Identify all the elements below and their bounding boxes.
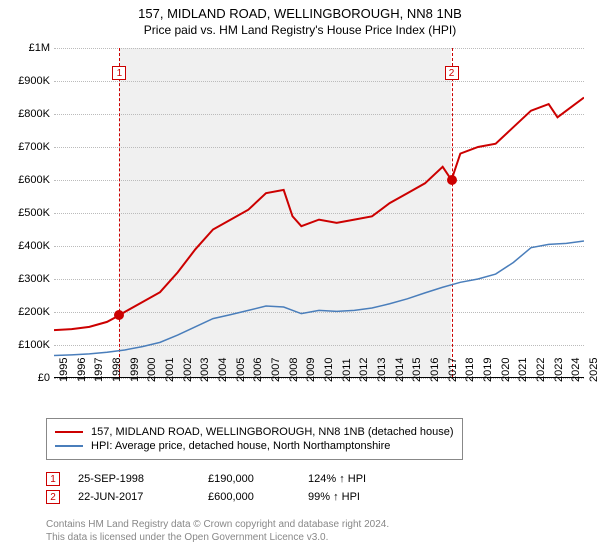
x-axis-label: 2015 — [411, 358, 423, 382]
x-axis-label: 2024 — [570, 358, 582, 382]
x-axis-label: 2014 — [394, 358, 406, 382]
x-axis-label: 2007 — [270, 358, 282, 382]
legend-item: 157, MIDLAND ROAD, WELLINGBOROUGH, NN8 1… — [55, 426, 454, 438]
x-axis-label: 2002 — [182, 358, 194, 382]
footer-attribution: Contains HM Land Registry data © Crown c… — [46, 518, 389, 544]
x-axis-label: 1995 — [58, 358, 70, 382]
legend-label: 157, MIDLAND ROAD, WELLINGBOROUGH, NN8 1… — [91, 426, 454, 438]
chart-plot-area: 12 £0£100K£200K£300K£400K£500K£600K£700K… — [54, 48, 584, 378]
sale-event-date: 22-JUN-2017 — [78, 491, 208, 503]
y-axis-label: £100K — [18, 339, 50, 351]
sale-event-price: £600,000 — [208, 491, 308, 503]
x-axis-label: 2006 — [252, 358, 264, 382]
sale-event-row: 2 22-JUN-2017£600,00099% ↑ HPI — [46, 490, 388, 504]
y-axis-label: £400K — [18, 240, 50, 252]
sale-events-table: 1 25-SEP-1998£190,000124% ↑ HPI 2 22-JUN-20… — [46, 468, 388, 508]
y-axis-label: £600K — [18, 174, 50, 186]
y-axis-label: £300K — [18, 273, 50, 285]
x-axis-label: 1996 — [76, 358, 88, 382]
x-axis-label: 2021 — [517, 358, 529, 382]
y-axis-label: £500K — [18, 207, 50, 219]
x-axis-label: 2018 — [464, 358, 476, 382]
footer-line1: Contains HM Land Registry data © Crown c… — [46, 518, 389, 531]
x-axis-label: 1998 — [111, 358, 123, 382]
y-axis-label: £1M — [29, 42, 50, 54]
legend-swatch — [55, 431, 83, 433]
x-axis-label: 2004 — [217, 358, 229, 382]
series-line-price_paid — [54, 98, 584, 331]
y-axis-label: £700K — [18, 141, 50, 153]
legend-label: HPI: Average price, detached house, Nort… — [91, 440, 390, 452]
x-axis-label: 2008 — [288, 358, 300, 382]
x-axis-label: 2022 — [535, 358, 547, 382]
x-axis-label: 2011 — [341, 358, 353, 382]
x-axis-label: 2020 — [500, 358, 512, 382]
legend-item: HPI: Average price, detached house, Nort… — [55, 440, 454, 452]
x-axis-label: 2001 — [164, 358, 176, 382]
chart-container: 157, MIDLAND ROAD, WELLINGBOROUGH, NN8 1… — [0, 0, 600, 560]
sale-event-badge: 1 — [46, 472, 60, 486]
sale-event-price: £190,000 — [208, 473, 308, 485]
x-axis-label: 2013 — [376, 358, 388, 382]
x-axis-label: 2025 — [588, 358, 600, 382]
title-block: 157, MIDLAND ROAD, WELLINGBOROUGH, NN8 1… — [0, 0, 600, 37]
y-axis-label: £0 — [38, 372, 50, 384]
chart-legend: 157, MIDLAND ROAD, WELLINGBOROUGH, NN8 1… — [46, 418, 463, 460]
x-axis-label: 1997 — [93, 358, 105, 382]
x-axis-label: 1999 — [129, 358, 141, 382]
y-axis-label: £900K — [18, 75, 50, 87]
legend-swatch — [55, 445, 83, 447]
x-axis-label: 2017 — [447, 358, 459, 382]
sale-event-row: 1 25-SEP-1998£190,000124% ↑ HPI — [46, 472, 388, 486]
y-axis-label: £800K — [18, 108, 50, 120]
x-axis-label: 2010 — [323, 358, 335, 382]
series-line-hpi — [54, 241, 584, 356]
x-axis-label: 2023 — [553, 358, 565, 382]
chart-subtitle: Price paid vs. HM Land Registry's House … — [0, 23, 600, 37]
footer-line2: This data is licensed under the Open Gov… — [46, 531, 389, 544]
x-axis-label: 2005 — [235, 358, 247, 382]
x-axis-label: 2012 — [358, 358, 370, 382]
sale-event-badge: 2 — [46, 490, 60, 504]
x-axis-label: 2019 — [482, 358, 494, 382]
sale-event-vs-hpi: 124% ↑ HPI — [308, 473, 388, 485]
chart-title-address: 157, MIDLAND ROAD, WELLINGBOROUGH, NN8 1… — [0, 6, 600, 21]
x-axis-label: 2000 — [146, 358, 158, 382]
x-axis-label: 2009 — [305, 358, 317, 382]
chart-lines-svg — [54, 48, 584, 378]
x-axis-label: 2016 — [429, 358, 441, 382]
sale-event-vs-hpi: 99% ↑ HPI — [308, 491, 388, 503]
sale-event-date: 25-SEP-1998 — [78, 473, 208, 485]
x-axis-label: 2003 — [199, 358, 211, 382]
y-axis-label: £200K — [18, 306, 50, 318]
